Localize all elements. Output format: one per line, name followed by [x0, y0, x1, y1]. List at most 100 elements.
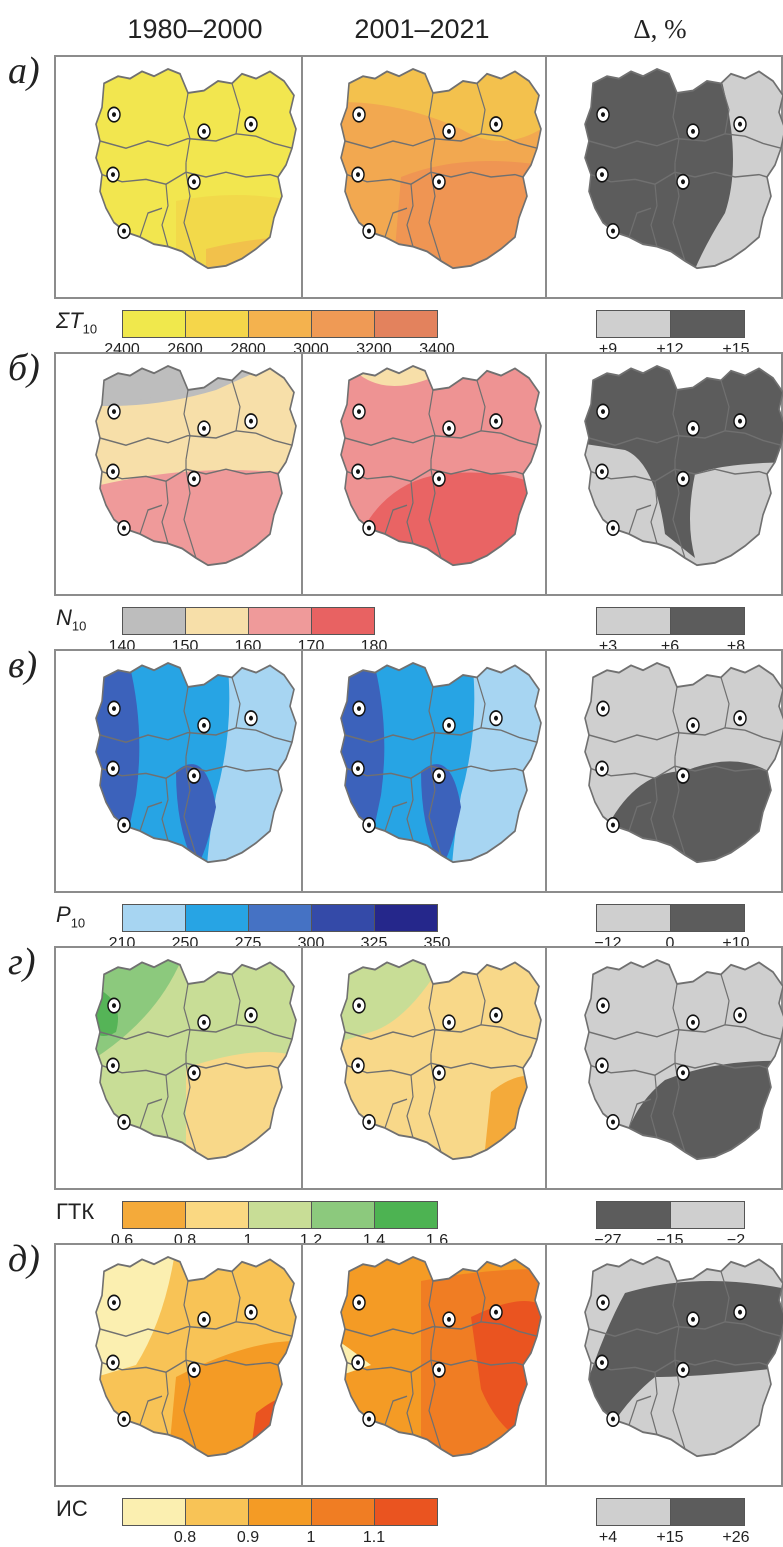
city-marker [733, 710, 747, 727]
map-1980-2000 [95, 1255, 297, 1458]
district-border [476, 380, 486, 431]
scale-swatch [311, 1498, 375, 1526]
map-delta [584, 661, 783, 864]
map-fill [585, 366, 783, 566]
district-border [588, 137, 678, 149]
city-marker [197, 717, 211, 734]
city-marker [442, 1311, 456, 1328]
panel-label: г) [8, 941, 36, 983]
city-marker [244, 413, 258, 430]
map-fill [96, 960, 296, 1160]
city-marker [244, 1007, 258, 1024]
district-border [672, 1280, 680, 1351]
city-marker [107, 700, 121, 717]
district-border [406, 184, 414, 247]
district-border [346, 1053, 432, 1076]
delta-swatch [596, 1498, 671, 1526]
district-border [99, 1325, 189, 1337]
map-delta [584, 364, 783, 567]
panel-label: в) [8, 644, 38, 686]
district-border [628, 207, 652, 238]
region-outline [95, 67, 297, 270]
variable-name: P [56, 902, 71, 927]
map-2001-2021 [340, 661, 542, 864]
scale-swatch [248, 904, 312, 932]
district-border [674, 171, 768, 178]
panel-divider [301, 1245, 303, 1485]
district-border [344, 731, 434, 743]
city-marker [606, 1113, 620, 1131]
panel-label: д) [8, 1238, 40, 1280]
district-border [406, 778, 414, 841]
district-border [674, 765, 768, 772]
district-border [255, 1026, 293, 1040]
variable-subscript: 10 [70, 915, 86, 931]
city-marker [197, 1014, 211, 1031]
city-marker [244, 710, 258, 727]
district-border [628, 801, 652, 832]
panel-divider [545, 354, 547, 594]
district-border [500, 135, 538, 149]
district-border [183, 983, 191, 1054]
scale-tick-label: 1 [243, 1232, 253, 1249]
city-marker [107, 1294, 121, 1311]
district-border [255, 432, 293, 446]
map-panel-frame [54, 1243, 783, 1487]
city-marker [606, 1410, 620, 1428]
region-outline [584, 1255, 783, 1458]
district-border [406, 481, 414, 544]
scale-tick-label: 0.9 [236, 1529, 260, 1546]
district-border [720, 83, 730, 134]
scale-swatch [185, 607, 249, 635]
scale-swatch [185, 310, 249, 338]
district-border [676, 1024, 746, 1033]
panel-divider [301, 948, 303, 1188]
city-marker [117, 519, 131, 537]
scale-swatch [122, 1498, 186, 1526]
city-marker [432, 767, 446, 784]
variable-subscript: 10 [71, 618, 87, 634]
city-marker [606, 222, 620, 240]
district-border [231, 974, 241, 1025]
district-border [674, 1359, 768, 1366]
scale-swatch [185, 1201, 249, 1229]
map-1980-2000 [95, 67, 297, 270]
district-border [744, 432, 782, 446]
panel-divider [545, 1245, 547, 1485]
region-outline [95, 1255, 297, 1458]
district-border [139, 801, 163, 832]
city-marker [197, 1311, 211, 1328]
city-marker [686, 420, 700, 437]
scale-tick-label: 1 [306, 1529, 316, 1546]
district-border [430, 468, 524, 475]
city-marker [107, 997, 121, 1014]
district-border [432, 1024, 502, 1033]
delta-swatch [596, 310, 671, 338]
map-panel-frame [54, 55, 783, 299]
district-border [99, 434, 189, 446]
district-border [628, 504, 652, 535]
city-marker [117, 222, 131, 240]
map-1980-2000 [95, 661, 297, 864]
city-marker [733, 116, 747, 133]
scale-swatch [374, 904, 438, 932]
district-border [430, 171, 524, 178]
district-border [744, 1026, 782, 1040]
district-border [430, 765, 524, 772]
district-border [161, 184, 169, 247]
city-marker [595, 166, 609, 183]
city-marker [106, 463, 120, 480]
city-marker [351, 1354, 365, 1371]
district-border [183, 686, 191, 757]
district-border [183, 92, 191, 163]
district-border [344, 1325, 434, 1337]
district-border [476, 1271, 486, 1322]
district-border [161, 1075, 169, 1138]
delta-tick-label: +15 [656, 1529, 684, 1546]
panel-divider [301, 57, 303, 297]
city-marker [187, 1064, 201, 1081]
map-2001-2021 [340, 1255, 542, 1458]
delta-swatch [670, 904, 745, 932]
map-delta [584, 67, 783, 270]
region-outline [95, 958, 297, 1161]
